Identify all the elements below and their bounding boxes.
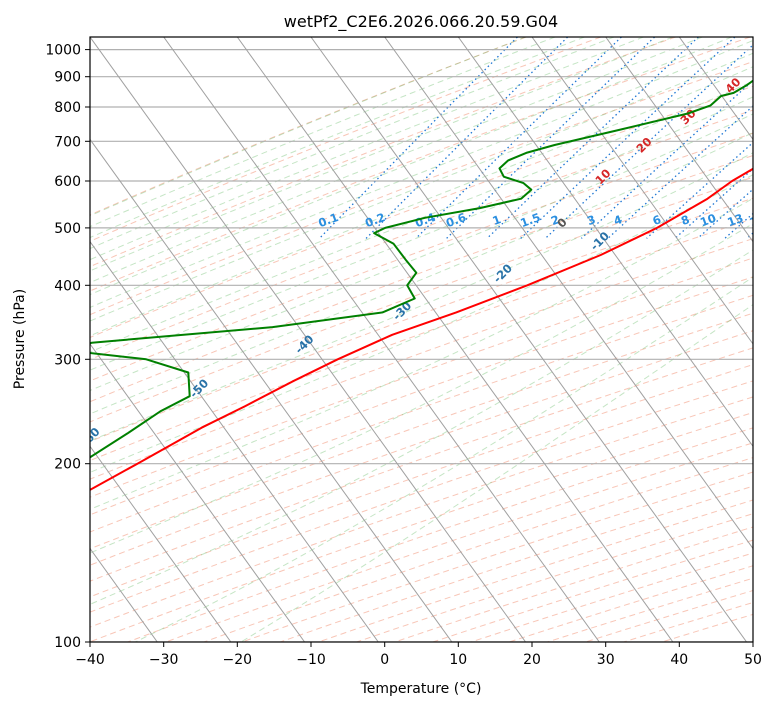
mixing-ratio-label: 0.4: [413, 210, 437, 230]
mixing-ratio-line: [674, 167, 753, 239]
isotherm-grid: [90, 37, 753, 642]
moist-adiabat-line: [90, 152, 753, 442]
moist-adiabat-line: [90, 37, 703, 284]
mixing-ratio-line: [319, 37, 518, 239]
moist-adiabat-line: [90, 52, 753, 322]
moist-adiabat-line: [90, 174, 753, 473]
isotherm-line: [90, 37, 527, 642]
moist-adiabat-line: [90, 37, 674, 272]
moist-adiabat-line: [90, 96, 753, 371]
mixing-ratio-line: [415, 37, 622, 239]
y-axis-label: Pressure (hPa): [12, 289, 28, 389]
x-tick-label: 50: [744, 652, 762, 668]
y-tick-label: 400: [54, 278, 81, 294]
mixing-ratio-line: [580, 79, 753, 239]
isotherm-line: [90, 445, 232, 642]
isobar-grid: [90, 48, 753, 642]
dry-adiabat-line: [90, 396, 753, 628]
dry-adiabat-line: [90, 154, 753, 403]
moist-adiabat-line: [90, 39, 753, 308]
moist-adiabat-line: [90, 37, 733, 296]
dry-adiabat-line: [90, 347, 753, 582]
moist-adiabats: [90, 37, 753, 642]
sounding-traces: [90, 79, 753, 492]
isotherm-line: [90, 240, 379, 642]
x-tick-label: −30: [149, 652, 179, 668]
moist-adiabat-line: [90, 37, 526, 217]
x-tick-label: 0: [380, 652, 389, 668]
y-tick-label: 1000: [45, 43, 81, 59]
x-axis-ticks: −40 −30 −20 −10 0 10 20 30 40 50: [75, 642, 762, 668]
x-axis-label: Temperature (°C): [360, 681, 482, 697]
mixing-ratio-label: 16: [748, 211, 768, 230]
temperature-trace: [90, 167, 753, 492]
y-tick-label: 200: [54, 457, 81, 473]
x-tick-label: 20: [523, 652, 541, 668]
x-tick-label: −40: [75, 652, 105, 668]
dry-adiabat-line: [90, 37, 527, 216]
moist-adiabat-line: [90, 80, 753, 353]
mixing-ratio-line: [446, 37, 656, 239]
isotherm-line: [678, 37, 753, 141]
dry-adiabat-line: [90, 37, 602, 242]
mixing-ratio-label: 13: [725, 211, 745, 230]
y-tick-label: 900: [54, 70, 81, 86]
moist-adiabat-line: [90, 37, 556, 228]
isotherm-line: [90, 343, 306, 642]
x-tick-label: 30: [597, 652, 615, 668]
dry-adiabat-line: [90, 294, 753, 533]
moist-adiabat-line: [90, 113, 753, 392]
y-tick-label: 800: [54, 100, 81, 116]
dry-adiabat-line: [90, 132, 753, 382]
isotherm-line: [605, 37, 753, 243]
mixing-ratio-label: 1.5: [518, 210, 542, 230]
y-tick-label: 100: [54, 635, 81, 651]
y-tick-label: 300: [54, 352, 81, 368]
dry-adiabat-line: [90, 37, 676, 268]
x-tick-label: −20: [223, 652, 253, 668]
dewpoint-trace: [90, 79, 753, 459]
moist-adiabat-line: [90, 37, 644, 261]
mixing-ratio-line: [607, 105, 753, 239]
dry-adiabat-line: [90, 312, 753, 550]
y-tick-label: 700: [54, 134, 81, 150]
mixing-ratio-label: 0.1: [316, 210, 340, 230]
x-tick-label: 10: [449, 652, 467, 668]
isotherm-line: [236, 37, 674, 642]
dry-adiabat-line: [90, 176, 753, 423]
chart-title: wetPf2_C2E6.2026.066.20.59.G04: [284, 12, 558, 32]
mixing-ratio-label: 10: [698, 211, 718, 230]
mixing-ratio-label: 0.2: [363, 210, 387, 230]
moist-adiabat-line: [90, 37, 615, 250]
isotherm-line: [90, 138, 453, 642]
x-tick-label: 40: [670, 652, 688, 668]
dry-adiabat-line: [90, 364, 753, 598]
isotherm-line: [384, 37, 753, 550]
moist-adiabat-line: [90, 66, 753, 337]
x-tick-label: −10: [296, 652, 326, 668]
moist-adiabat-line: [90, 197, 753, 510]
isotherm-line: [457, 37, 753, 448]
y-tick-label: 600: [54, 174, 81, 190]
mixing-ratio-label: 0.6: [444, 210, 468, 230]
isotherm-line: [310, 37, 748, 642]
mixing-ratio-line: [544, 44, 753, 239]
plot-frame: [89, 36, 754, 643]
y-tick-label: 500: [54, 221, 81, 237]
isotherm-line: [531, 37, 753, 345]
moist-adiabat-line: [90, 249, 753, 605]
dry-adiabat-line: [90, 197, 753, 442]
y-axis-ticks: 100 200 300 400 500 600 700 800 900 1000: [45, 43, 90, 651]
